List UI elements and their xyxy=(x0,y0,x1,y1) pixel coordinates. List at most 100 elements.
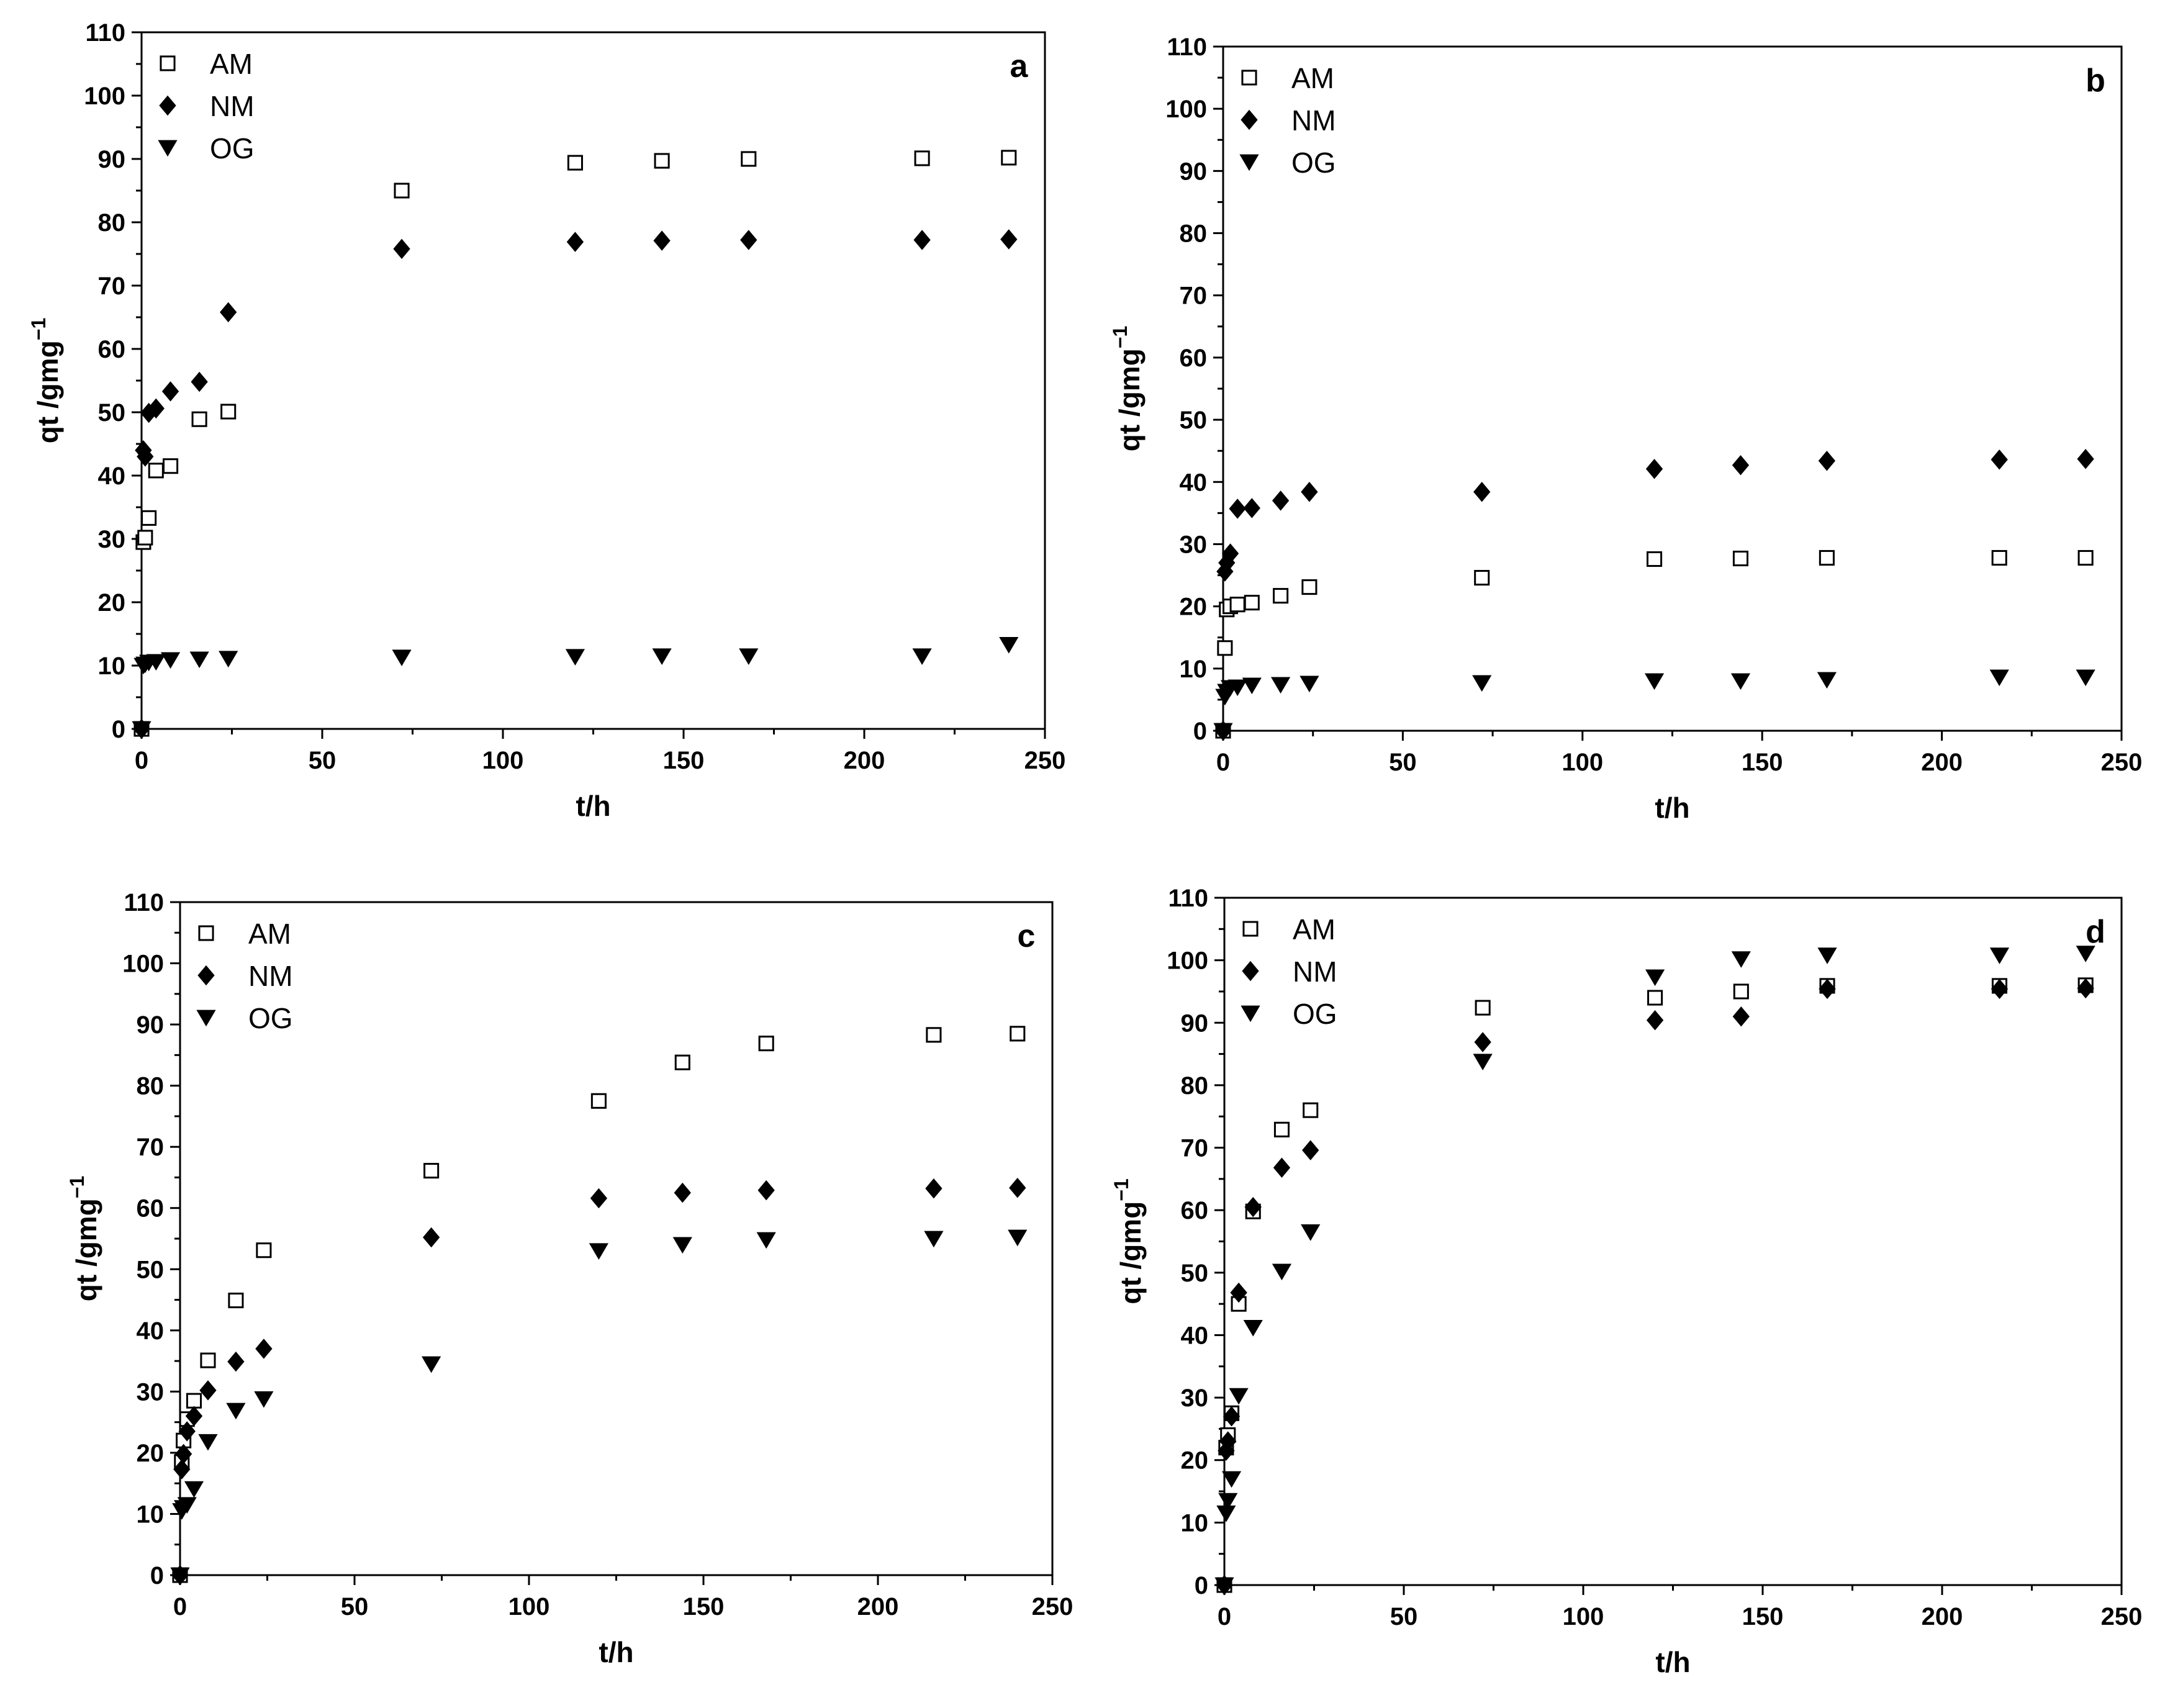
data-point-nm xyxy=(1218,1440,1235,1461)
legend-label-og: OG xyxy=(1293,998,1337,1030)
y-tick-label: 90 xyxy=(1180,158,1208,185)
data-point-og xyxy=(999,636,1019,654)
data-point-nm xyxy=(2077,978,2094,999)
data-point-nm xyxy=(1000,229,1018,250)
data-point-nm xyxy=(393,238,410,260)
legend-marker-am xyxy=(160,55,176,71)
y-tick-label: 20 xyxy=(1180,594,1208,621)
data-point-og xyxy=(565,649,585,666)
y-tick-label: 70 xyxy=(1181,1135,1209,1162)
panel-letter: d xyxy=(2086,914,2105,950)
y-tick-label: 50 xyxy=(98,399,126,427)
data-point-og xyxy=(177,1497,197,1514)
data-point-og xyxy=(1473,1054,1493,1070)
data-point-og xyxy=(589,1243,608,1260)
data-point-am xyxy=(394,183,410,199)
data-point-og xyxy=(1731,951,1751,968)
y-axis-title-superscript: −1 xyxy=(66,1176,88,1198)
x-tick-label: 50 xyxy=(309,747,337,774)
y-tick-label: 110 xyxy=(1167,34,1207,61)
data-point-nm xyxy=(1301,482,1318,502)
data-point-og xyxy=(1299,676,1319,693)
y-tick-label: 0 xyxy=(112,716,125,743)
legend-label-og: OG xyxy=(210,132,255,165)
data-point-og xyxy=(392,649,412,667)
y-axis-title: qt /gmg−1 xyxy=(66,1176,102,1302)
data-point-am xyxy=(228,1292,244,1309)
data-point-nm xyxy=(1223,1406,1241,1427)
x-tick-label: 100 xyxy=(482,747,524,774)
data-point-og xyxy=(912,648,932,665)
data-point-nm xyxy=(1474,1032,1491,1052)
x-tick-label: 0 xyxy=(173,1593,187,1620)
data-point-nm xyxy=(2077,448,2094,469)
data-point-og xyxy=(170,1567,190,1584)
legend-label-nm: NM xyxy=(1293,956,1337,988)
y-tick-label: 20 xyxy=(137,1440,165,1467)
data-point-og xyxy=(1243,1320,1263,1337)
y-axis-title: qt /gmg−1 xyxy=(1109,326,1146,452)
x-axis-title: t/h xyxy=(1655,792,1689,824)
data-point-og xyxy=(1272,1263,1292,1281)
data-point-nm xyxy=(161,381,179,402)
y-tick-label: 100 xyxy=(84,83,125,110)
data-point-nm xyxy=(1645,458,1663,479)
data-point-nm xyxy=(1818,450,1836,471)
legend-label-og: OG xyxy=(248,1002,293,1034)
data-point-nm xyxy=(1646,1010,1664,1031)
data-point-nm xyxy=(147,398,165,419)
data-point-nm xyxy=(653,230,671,251)
y-tick-label: 10 xyxy=(137,1501,165,1528)
y-tick-label: 80 xyxy=(137,1073,165,1100)
data-point-nm xyxy=(255,1339,273,1359)
data-point-og xyxy=(1817,672,1837,689)
legend-marker-am xyxy=(1241,70,1257,86)
data-point-og xyxy=(1008,1229,1028,1247)
y-tick-label: 100 xyxy=(122,951,164,978)
y-axis-title-superscript: −1 xyxy=(1110,1178,1132,1201)
x-tick-label: 150 xyxy=(1742,749,1783,776)
data-point-og xyxy=(1817,947,1837,964)
data-point-og xyxy=(422,1356,441,1373)
data-point-nm xyxy=(1218,553,1236,573)
data-point-nm xyxy=(590,1188,608,1209)
x-tick-label: 250 xyxy=(2101,749,2143,776)
y-tick-label: 20 xyxy=(1181,1447,1209,1475)
y-tick-label: 110 xyxy=(124,889,164,916)
y-axis-title-superscript: −1 xyxy=(27,318,50,340)
y-tick-label: 60 xyxy=(1181,1197,1209,1224)
data-point-nm xyxy=(178,1421,196,1442)
data-point-am xyxy=(1303,1102,1319,1118)
data-point-am xyxy=(1991,549,2007,566)
plot-frame xyxy=(1222,45,2123,732)
y-axis-title-main: qt /gmg xyxy=(32,340,64,443)
data-point-nm xyxy=(1219,1431,1237,1452)
legend-marker-og xyxy=(196,1010,216,1027)
data-point-am xyxy=(1244,595,1260,611)
data-point-am xyxy=(200,1352,216,1368)
data-point-og xyxy=(132,721,151,738)
data-point-og xyxy=(254,1391,274,1408)
data-point-og xyxy=(146,654,166,671)
data-point-am xyxy=(1819,549,1835,566)
data-point-am xyxy=(1229,597,1245,613)
data-point-am xyxy=(1273,588,1289,604)
data-point-nm xyxy=(1243,498,1260,518)
data-point-nm xyxy=(674,1182,691,1203)
data-point-nm xyxy=(566,232,584,252)
data-point-am xyxy=(1217,640,1233,656)
data-point-am xyxy=(1647,990,1663,1006)
y-tick-label: 70 xyxy=(1180,282,1208,310)
data-point-am xyxy=(141,510,157,526)
data-point-nm xyxy=(757,1180,775,1201)
data-point-am xyxy=(137,530,153,546)
data-point-am xyxy=(1733,983,1749,1000)
data-point-og xyxy=(2076,669,2095,687)
x-tick-label: 150 xyxy=(663,747,705,774)
plot-frame xyxy=(179,901,1054,1576)
chart-panel-a: 0 50 100 150 200 250 0 10 20 30 40 50 60 70 80 90 100 110… xyxy=(27,19,1065,822)
data-point-og xyxy=(226,1403,246,1420)
y-axis-title-superscript: −1 xyxy=(1109,326,1131,348)
data-point-nm xyxy=(1230,1282,1247,1303)
